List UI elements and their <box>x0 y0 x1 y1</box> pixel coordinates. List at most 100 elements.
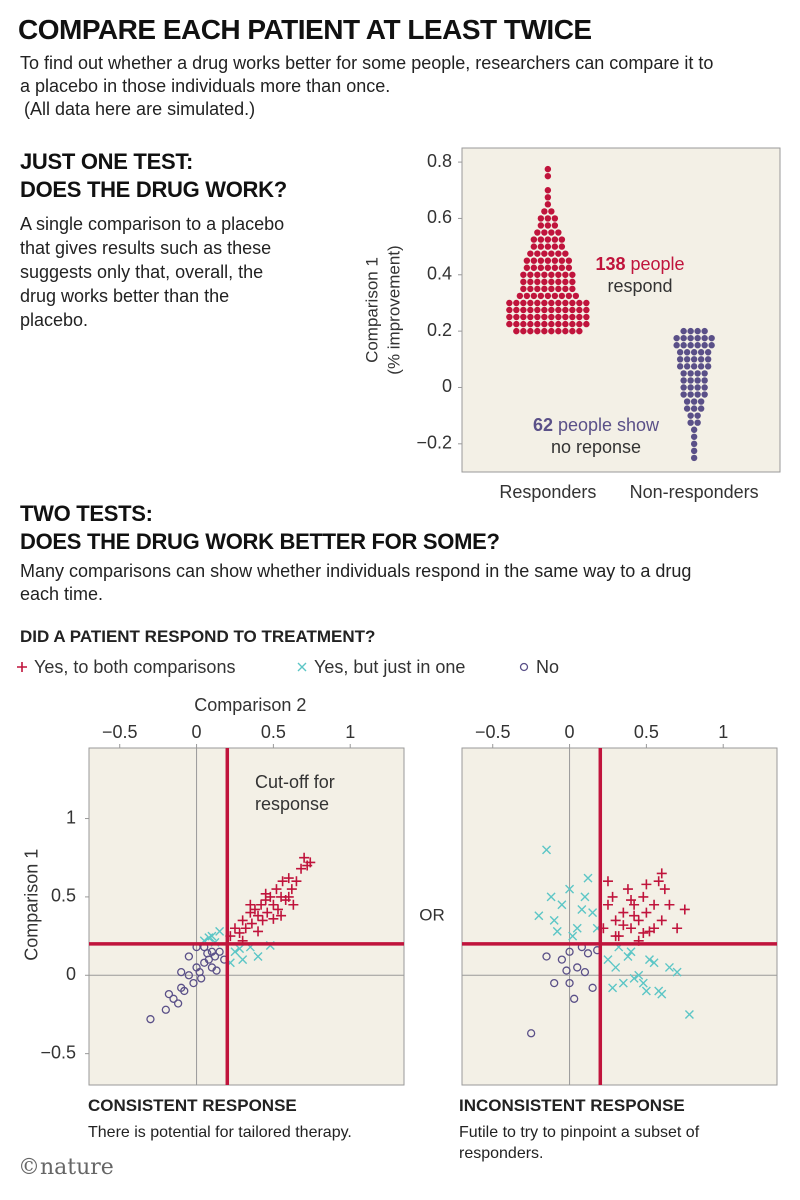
dot <box>548 271 555 278</box>
x-tick-label: −0.5 <box>475 722 511 742</box>
dot <box>569 320 576 328</box>
dot <box>513 299 520 307</box>
dot <box>537 292 545 300</box>
section-heading: TWO TESTS: <box>20 501 153 526</box>
x-axis-label: Comparison 2 <box>194 695 306 715</box>
dot <box>541 285 548 293</box>
dot <box>687 327 694 335</box>
dot <box>534 285 541 293</box>
annotation-count: 138 <box>595 254 625 274</box>
dot <box>541 306 548 314</box>
dot <box>551 215 559 222</box>
dot <box>687 391 694 398</box>
dot <box>558 243 566 250</box>
or-label: OR <box>419 905 445 924</box>
dot <box>690 454 698 462</box>
point <box>602 899 613 910</box>
point <box>189 978 198 988</box>
point <box>249 904 260 915</box>
point <box>603 955 613 965</box>
annotation: 62 people show <box>533 415 660 435</box>
y-tick-label: 0 <box>442 376 452 396</box>
point <box>256 899 267 910</box>
dot <box>583 313 590 321</box>
dot <box>527 271 534 278</box>
dot <box>520 278 527 286</box>
y-tick-label: 0 <box>66 964 76 984</box>
y-axis-label: (% improvement) <box>384 245 403 374</box>
dot <box>537 257 545 264</box>
dot <box>694 412 701 419</box>
dot <box>697 356 705 363</box>
dot <box>562 320 569 328</box>
dot <box>690 426 698 433</box>
dot <box>544 257 552 264</box>
dot <box>569 271 576 278</box>
dot <box>534 250 541 257</box>
point <box>245 899 256 910</box>
point <box>203 949 212 958</box>
dot <box>708 342 715 349</box>
dot <box>541 320 548 328</box>
point <box>654 986 664 996</box>
dot <box>683 363 691 370</box>
dot <box>676 356 684 363</box>
dot <box>551 222 559 229</box>
point <box>565 884 575 894</box>
dot <box>562 250 569 257</box>
y-tick-label: −0.5 <box>40 1042 76 1062</box>
point <box>235 944 245 954</box>
dot <box>673 342 680 349</box>
dot <box>558 292 566 300</box>
point <box>583 873 593 883</box>
dot <box>687 412 694 419</box>
y-tick-label: 0.2 <box>427 320 452 340</box>
caption-text: There is potential for tailored therapy. <box>88 1124 352 1141</box>
point <box>215 947 224 956</box>
dot <box>690 398 698 405</box>
dot <box>513 313 520 321</box>
dot <box>513 327 520 335</box>
y-tick-label: 0.8 <box>427 151 452 171</box>
dot <box>527 299 534 307</box>
point <box>618 978 628 988</box>
dot <box>683 356 691 363</box>
dot <box>530 257 538 264</box>
dot <box>541 327 548 335</box>
point <box>633 915 644 926</box>
dot <box>523 264 531 271</box>
dot <box>548 208 555 215</box>
annotation-count: 62 <box>533 415 553 435</box>
caption-title: INCONSISTENT RESPONSE <box>459 1096 685 1115</box>
dot <box>548 306 555 314</box>
dot <box>544 264 552 271</box>
point <box>649 899 660 910</box>
dot <box>569 278 576 286</box>
y-tick-label: 0.5 <box>51 886 76 906</box>
dot <box>506 320 513 328</box>
x-tick-label: 0 <box>192 722 202 742</box>
dot <box>548 285 555 293</box>
dot <box>544 222 552 229</box>
dot <box>541 299 548 307</box>
dot <box>548 327 555 335</box>
dot <box>544 215 552 222</box>
caption-title: CONSISTENT RESPONSE <box>88 1096 297 1115</box>
point <box>291 876 302 887</box>
annotation-text: people <box>630 254 684 274</box>
dot <box>537 215 545 222</box>
point <box>649 958 659 968</box>
dot <box>697 398 705 405</box>
dot <box>541 229 548 236</box>
point <box>629 910 640 921</box>
dot <box>534 327 541 335</box>
point <box>237 915 248 926</box>
dot <box>687 334 694 342</box>
point <box>641 879 652 890</box>
dot <box>680 370 687 377</box>
point <box>164 989 174 999</box>
dot <box>551 292 559 300</box>
dot <box>704 363 712 370</box>
section-heading: JUST ONE TEST: <box>20 149 194 174</box>
